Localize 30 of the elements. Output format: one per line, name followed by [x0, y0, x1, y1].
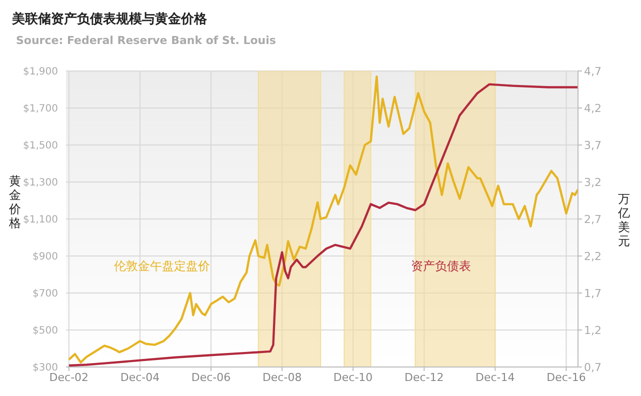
- y2-tick-label: 3,2: [584, 176, 602, 189]
- y-axis-title: 黄金价格: [8, 174, 22, 230]
- y-tick-label: $500: [32, 326, 58, 337]
- x-tick-label: Dec-06: [191, 370, 231, 384]
- y2-tick-label: 3,7: [584, 138, 602, 152]
- y-tick-label: $1,700: [23, 104, 58, 115]
- x-tick-label: Dec-10: [333, 370, 373, 384]
- y-tick-label: $1,500: [23, 140, 58, 152]
- y-tick-label: $700: [32, 288, 58, 300]
- y2-tick-label: 4,7: [584, 64, 602, 78]
- y2-tick-label: 1,2: [584, 324, 602, 337]
- text: 资产负债表: [411, 258, 471, 275]
- y2-tick-label: 2,2: [584, 250, 602, 263]
- text: 伦敦金午盘定盘价: [114, 258, 210, 275]
- chart-title: 美联储资产负债表规模与黄金价格: [12, 10, 207, 28]
- y2-tick-label: 1,7: [584, 286, 602, 300]
- y2-tick-label: 0,7: [584, 360, 602, 374]
- x-tick-label: Dec-14: [476, 370, 515, 384]
- y-tick-label: $1,300: [23, 178, 58, 189]
- y2-axis-title: 万亿美元: [617, 192, 631, 248]
- x-tick-label: Dec-12: [404, 370, 444, 384]
- x-tick-label: Dec-04: [120, 370, 160, 384]
- x-tick-label: Dec-16: [546, 370, 586, 384]
- y-tick-label: $1,900: [23, 66, 58, 78]
- y-tick-label: $1,100: [23, 214, 58, 226]
- y-tick-label: $900: [32, 252, 58, 263]
- y2-tick-label: 4,2: [584, 102, 602, 115]
- y2-tick-label: 2,7: [584, 212, 602, 226]
- chart-subtitle: Source: Federal Reserve Bank of St. Louis: [16, 34, 276, 47]
- x-tick-label: Dec-08: [262, 370, 302, 384]
